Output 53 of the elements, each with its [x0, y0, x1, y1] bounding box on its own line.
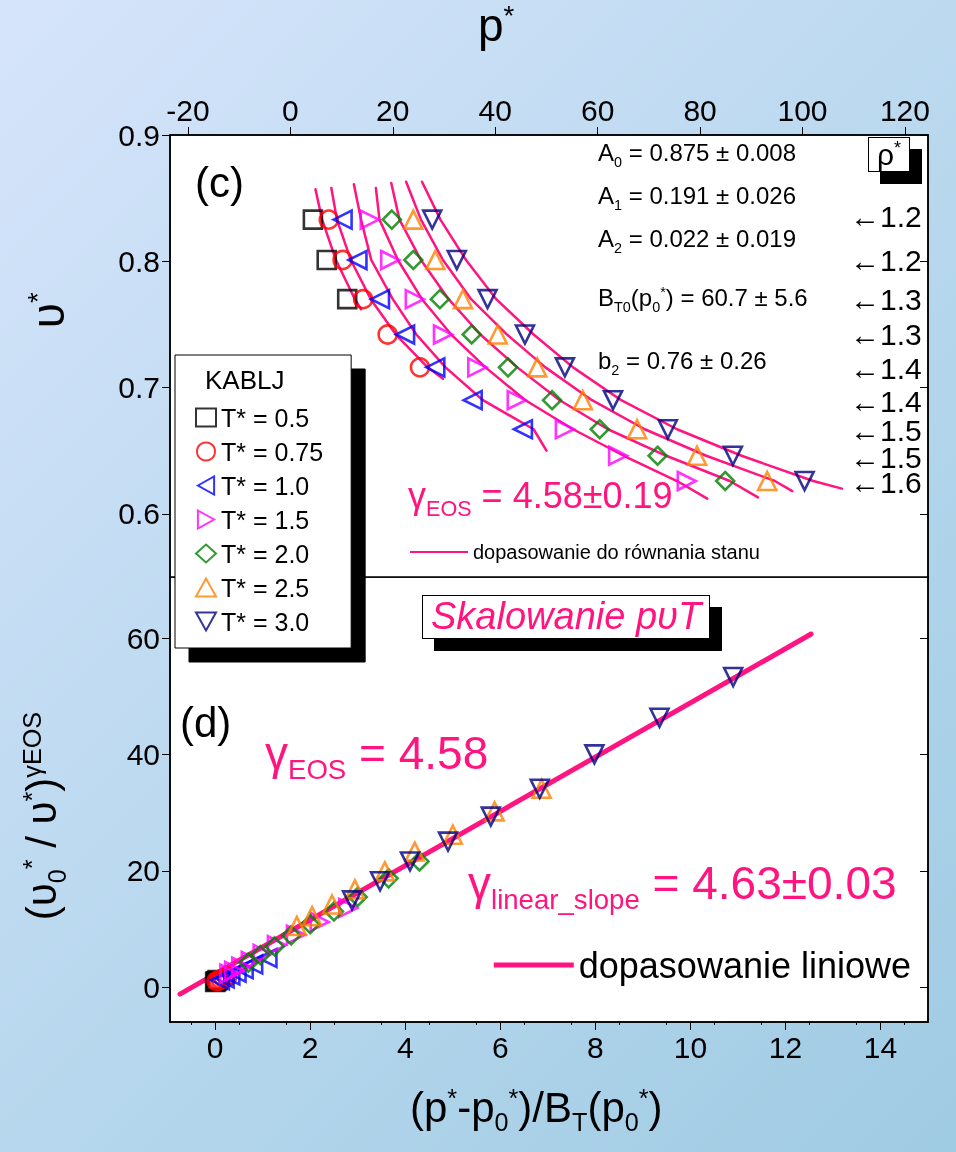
x-tick-label: 14: [863, 1030, 898, 1064]
x-tick-label: 120: [879, 93, 930, 127]
legend-label: T* = 1.5: [221, 505, 310, 534]
x-tick-label: 8: [586, 1030, 604, 1064]
annotation: (d): [180, 699, 232, 747]
legend-label: T* = 0.5: [221, 403, 310, 432]
legend-label: dopasowanie liniowe: [578, 944, 912, 986]
x-tick-label: 12: [768, 1030, 803, 1064]
x-tick-label: 80: [683, 93, 717, 127]
legend-label: T* = 0.75: [221, 437, 324, 466]
y-tick-label: 0.9: [118, 118, 160, 152]
annotation: ←1.2: [850, 200, 922, 233]
x-tick-label: 100: [777, 93, 828, 127]
y-tick-label: 0.7: [118, 371, 160, 405]
annotation: γ$_{EOS}$ = 4.58: [265, 727, 489, 786]
annotation: A$_{0}$ = 0.875 ± 0.008: [598, 139, 797, 171]
legend-label: T* = 2.5: [221, 573, 310, 602]
x-tick-label: -20: [166, 93, 210, 127]
legend-label: T* = 2.0: [221, 539, 310, 568]
y-tick-label: 0.6: [118, 497, 160, 531]
x-tick-label: 20: [376, 93, 410, 127]
annotation: ←1.3: [850, 283, 922, 316]
annotation: (c): [195, 159, 244, 207]
x-axis-title: p$^{*}$: [478, 0, 515, 51]
y-tick-label: 20: [126, 854, 160, 888]
annotation: γ$_{linear_slope}$ = 4.63±0.03: [468, 857, 897, 916]
annotation: b$_{2}$ = 0.76 ± 0.26: [598, 347, 767, 379]
x-tick-label: 2: [301, 1030, 319, 1064]
x-tick-label: 4: [396, 1030, 414, 1064]
legend-title: KABLJ: [205, 365, 285, 395]
text: (p$^{*}$-p$_{0}$$^{*}$)/B$_{T}$(p$_{0}$$^{*}$): [410, 1084, 663, 1137]
x-tick-label: 0: [282, 93, 299, 127]
x-tick-label: 0: [206, 1030, 224, 1064]
y-tick-label: 0: [143, 970, 160, 1004]
legend-label: T* = 3.0: [221, 607, 310, 636]
y-tick-label: 60: [126, 621, 160, 655]
y-tick-label: 40: [126, 737, 160, 771]
annotation: A$_{2}$ = 0.022 ± 0.019: [598, 225, 797, 257]
annotation: A$_{1}$ = 0.191 ± 0.026: [598, 182, 797, 214]
x-tick-label: 10: [673, 1030, 708, 1064]
y-tick-label: 0.8: [118, 244, 160, 278]
x-tick-label: 60: [580, 93, 615, 127]
x-tick-label: 6: [491, 1030, 509, 1064]
annotation: ←1.4: [850, 352, 922, 385]
annotation: γ$_{EOS}$ = 4.58±0.19: [408, 475, 673, 522]
annotation: ←1.3: [850, 318, 922, 351]
annotation: B$_{T0}$(p$_{0}$$^{*}$) = 60.7 ± 5.6: [598, 284, 808, 316]
x-tick-label: 40: [478, 93, 512, 127]
legend-label: dopasowanie do równania stanu: [473, 541, 760, 563]
annotation: Skalowanie pυT: [422, 595, 711, 639]
legend-label: T* = 1.0: [221, 471, 310, 500]
annotation: ←1.2: [850, 244, 922, 277]
annotation: ρ$^{*}$: [868, 137, 911, 172]
